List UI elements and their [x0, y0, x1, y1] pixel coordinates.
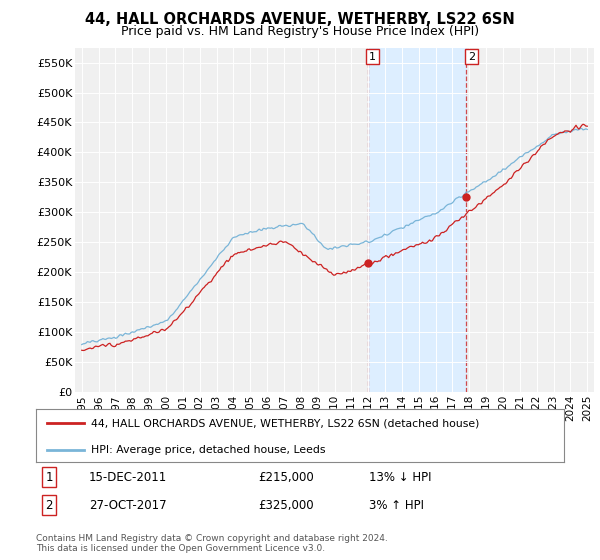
Bar	[368, 48, 466, 392]
44, HALL ORCHARDS AVENUE, WETHERBY, LS22 6SN (detached house)	[230, 251, 238, 258]
44, HALL ORCHARDS AVENUE, WETHERBY, LS22 6SN (detached house)	[247, 247, 254, 254]
44, HALL ORCHARDS AVENUE, WETHERBY, LS22 6SN (detached house)	[580, 121, 587, 128]
Text: £215,000: £215,000	[258, 470, 314, 484]
44, HALL ORCHARDS AVENUE, WETHERBY, LS22 6SN (detached house)	[557, 129, 564, 136]
HPI: Average price, detached house, Leeds: (2.02e+03, 4.38e+05): Average price, detached house, Leeds: (2…	[584, 126, 591, 133]
Line: HPI: Average price, detached house, Leeds: HPI: Average price, detached house, Leed…	[82, 128, 587, 344]
HPI: Average price, detached house, Leeds: (2e+03, 2.57e+05): Average price, detached house, Leeds: (2…	[229, 235, 236, 241]
Text: £325,000: £325,000	[258, 498, 313, 512]
Text: 44, HALL ORCHARDS AVENUE, WETHERBY, LS22 6SN (detached house): 44, HALL ORCHARDS AVENUE, WETHERBY, LS22…	[91, 418, 480, 428]
Line: 44, HALL ORCHARDS AVENUE, WETHERBY, LS22 6SN (detached house): 44, HALL ORCHARDS AVENUE, WETHERBY, LS22…	[82, 124, 587, 351]
44, HALL ORCHARDS AVENUE, WETHERBY, LS22 6SN (detached house)	[256, 244, 263, 251]
Text: 1: 1	[46, 470, 53, 484]
Text: 44, HALL ORCHARDS AVENUE, WETHERBY, LS22 6SN: 44, HALL ORCHARDS AVENUE, WETHERBY, LS22…	[85, 12, 515, 27]
HPI: Average price, detached house, Leeds: (2e+03, 1.06e+05): Average price, detached house, Leeds: (2…	[140, 325, 147, 332]
HPI: Average price, detached house, Leeds: (2e+03, 7.92e+04): Average price, detached house, Leeds: (2…	[78, 341, 85, 348]
Text: 3% ↑ HPI: 3% ↑ HPI	[368, 498, 424, 512]
Text: 1: 1	[369, 52, 376, 62]
44, HALL ORCHARDS AVENUE, WETHERBY, LS22 6SN (detached house)	[80, 347, 87, 354]
Text: 2: 2	[46, 498, 53, 512]
Text: 13% ↓ HPI: 13% ↓ HPI	[368, 470, 431, 484]
44, HALL ORCHARDS AVENUE, WETHERBY, LS22 6SN (detached house)	[78, 347, 85, 353]
HPI: Average price, detached house, Leeds: (2.02e+03, 4.31e+05): Average price, detached house, Leeds: (2…	[556, 130, 563, 137]
Text: Contains HM Land Registry data © Crown copyright and database right 2024.
This d: Contains HM Land Registry data © Crown c…	[36, 534, 388, 553]
Text: 2: 2	[468, 52, 475, 62]
44, HALL ORCHARDS AVENUE, WETHERBY, LS22 6SN (detached house)	[584, 123, 591, 129]
HPI: Average price, detached house, Leeds: (2.01e+03, 2.81e+05): Average price, detached house, Leeds: (2…	[299, 220, 307, 227]
HPI: Average price, detached house, Leeds: (2.02e+03, 4.4e+05): Average price, detached house, Leeds: (2…	[578, 125, 585, 132]
Text: Price paid vs. HM Land Registry's House Price Index (HPI): Price paid vs. HM Land Registry's House …	[121, 25, 479, 38]
HPI: Average price, detached house, Leeds: (2e+03, 2.67e+05): Average price, detached house, Leeds: (2…	[246, 229, 253, 236]
Text: 27-OCT-2017: 27-OCT-2017	[89, 498, 166, 512]
44, HALL ORCHARDS AVENUE, WETHERBY, LS22 6SN (detached house)	[301, 252, 308, 259]
HPI: Average price, detached house, Leeds: (2.01e+03, 2.7e+05): Average price, detached house, Leeds: (2…	[254, 227, 262, 234]
44, HALL ORCHARDS AVENUE, WETHERBY, LS22 6SN (detached house)	[142, 333, 149, 339]
Text: 15-DEC-2011: 15-DEC-2011	[89, 470, 167, 484]
Text: HPI: Average price, detached house, Leeds: HPI: Average price, detached house, Leed…	[91, 445, 326, 455]
